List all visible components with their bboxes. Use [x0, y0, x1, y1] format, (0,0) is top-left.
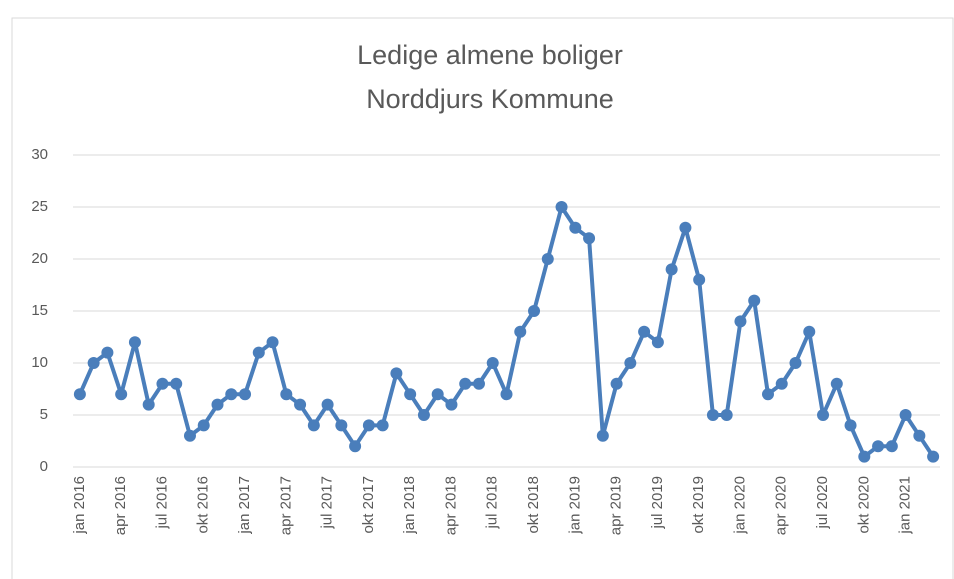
point-marker	[541, 253, 554, 265]
point-marker	[734, 315, 747, 328]
x-tick-label: okt 2020	[855, 476, 872, 534]
point-marker	[720, 409, 733, 421]
point-marker	[610, 377, 623, 390]
point-marker	[472, 377, 485, 390]
x-tick-label: jul 2019	[649, 476, 666, 530]
point-marker	[486, 357, 499, 369]
x-tick-label: okt 2019	[690, 476, 707, 534]
point-marker	[775, 377, 788, 390]
point-marker	[431, 388, 444, 401]
point-marker	[252, 346, 265, 359]
x-tick-label: jan 2020	[731, 476, 748, 535]
point-marker	[927, 450, 940, 463]
x-tick-label: jan 2017	[236, 476, 253, 535]
point-marker	[789, 357, 802, 369]
point-marker	[761, 388, 774, 401]
x-tick-label: okt 2018	[525, 476, 542, 534]
point-marker	[885, 440, 898, 453]
point-marker	[115, 388, 128, 401]
point-marker	[583, 232, 596, 245]
point-marker	[321, 398, 334, 411]
point-marker	[817, 409, 830, 421]
point-marker	[638, 325, 651, 338]
point-marker	[142, 398, 155, 411]
x-tick-label: apr 2018	[442, 476, 459, 535]
x-tick-label: jan 2016	[71, 476, 88, 535]
y-tick-label: 0	[40, 458, 48, 475]
point-marker	[211, 398, 224, 411]
point-marker	[555, 201, 568, 213]
point-marker	[459, 377, 472, 390]
point-marker	[390, 367, 403, 380]
x-tick-label: jul 2018	[484, 476, 501, 530]
point-marker	[280, 388, 293, 401]
point-marker	[514, 325, 527, 338]
point-marker	[335, 419, 348, 432]
point-marker	[624, 357, 637, 369]
point-marker	[156, 377, 169, 390]
y-tick-label: 30	[31, 146, 48, 163]
point-marker	[830, 377, 843, 390]
point-marker	[128, 336, 141, 349]
point-marker	[87, 357, 100, 369]
point-marker	[913, 429, 926, 442]
point-marker	[803, 325, 816, 338]
point-marker	[362, 419, 375, 432]
point-marker	[706, 409, 719, 421]
x-tick-label: jul 2016	[153, 476, 170, 530]
y-tick-label: 5	[40, 406, 48, 423]
chart-frame	[11, 17, 954, 579]
point-marker	[170, 377, 183, 390]
chart-title: Ledige almene boliger	[357, 40, 623, 70]
point-marker	[748, 294, 761, 307]
point-marker	[294, 398, 307, 411]
point-marker	[445, 398, 458, 411]
x-tick-label: jan 2021	[897, 476, 914, 535]
point-marker	[225, 388, 238, 401]
point-marker	[665, 263, 678, 276]
point-marker	[679, 221, 692, 234]
y-tick-label: 15	[31, 302, 48, 319]
x-tick-label: jan 2018	[401, 476, 418, 535]
point-marker	[500, 388, 513, 401]
point-marker	[844, 419, 857, 432]
point-marker	[349, 440, 362, 453]
point-marker	[101, 346, 114, 359]
point-marker	[528, 305, 541, 317]
x-tick-label: apr 2019	[608, 476, 625, 535]
x-tick-label: okt 2017	[360, 476, 377, 534]
x-tick-label: jan 2019	[566, 476, 583, 535]
point-marker	[569, 221, 582, 234]
point-marker	[899, 409, 912, 421]
x-tick-label: jul 2017	[319, 476, 336, 530]
point-marker	[266, 336, 279, 349]
point-marker	[596, 429, 609, 442]
point-marker	[858, 450, 871, 463]
point-marker	[73, 388, 86, 401]
y-tick-label: 20	[31, 250, 48, 267]
x-tick-label: apr 2017	[277, 476, 294, 535]
point-marker	[693, 273, 706, 286]
point-marker	[239, 388, 252, 401]
point-marker	[872, 440, 885, 453]
point-marker	[651, 336, 664, 349]
y-tick-label: 10	[31, 354, 48, 371]
x-tick-label: jul 2020	[814, 476, 831, 530]
point-marker	[197, 419, 210, 432]
point-marker	[183, 429, 196, 442]
x-tick-label: apr 2016	[112, 476, 129, 535]
point-marker	[376, 419, 389, 432]
point-marker	[417, 409, 430, 421]
point-marker	[307, 419, 320, 432]
x-tick-label: apr 2020	[773, 476, 790, 535]
chart-subtitle: Norddjurs Kommune	[366, 84, 614, 114]
x-tick-label: okt 2016	[195, 476, 212, 534]
y-tick-label: 25	[31, 198, 48, 215]
point-marker	[404, 388, 417, 401]
